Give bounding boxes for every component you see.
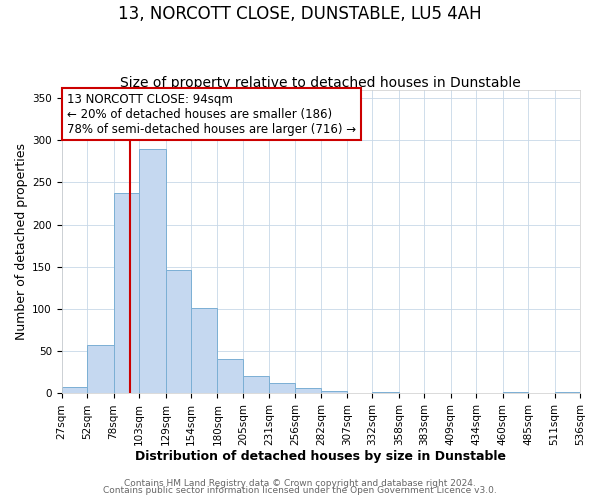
Bar bbox=[554, 392, 580, 394]
Bar bbox=[503, 392, 528, 394]
Text: 13, NORCOTT CLOSE, DUNSTABLE, LU5 4AH: 13, NORCOTT CLOSE, DUNSTABLE, LU5 4AH bbox=[118, 5, 482, 23]
Text: Contains HM Land Registry data © Crown copyright and database right 2024.: Contains HM Land Registry data © Crown c… bbox=[124, 478, 476, 488]
Bar bbox=[113, 192, 139, 394]
Text: 13 NORCOTT CLOSE: 94sqm
← 20% of detached houses are smaller (186)
78% of semi-d: 13 NORCOTT CLOSE: 94sqm ← 20% of detache… bbox=[67, 92, 356, 136]
Bar bbox=[191, 308, 217, 394]
Text: Contains public sector information licensed under the Open Government Licence v3: Contains public sector information licen… bbox=[103, 486, 497, 495]
Bar bbox=[295, 388, 322, 394]
Bar bbox=[87, 346, 113, 394]
X-axis label: Distribution of detached houses by size in Dunstable: Distribution of detached houses by size … bbox=[136, 450, 506, 462]
Bar bbox=[322, 391, 347, 394]
Bar bbox=[62, 386, 87, 394]
Bar bbox=[166, 270, 191, 394]
Y-axis label: Number of detached properties: Number of detached properties bbox=[15, 143, 28, 340]
Bar bbox=[139, 148, 166, 394]
Title: Size of property relative to detached houses in Dunstable: Size of property relative to detached ho… bbox=[121, 76, 521, 90]
Bar bbox=[269, 384, 295, 394]
Bar bbox=[243, 376, 269, 394]
Bar bbox=[372, 392, 399, 394]
Bar bbox=[217, 359, 243, 394]
